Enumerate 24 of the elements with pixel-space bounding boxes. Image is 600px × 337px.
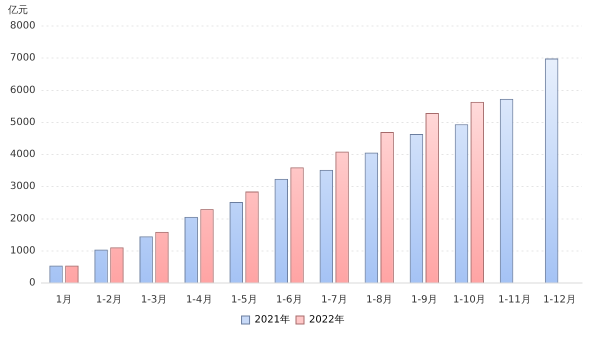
x-tick-label: 1-5月 — [230, 294, 258, 306]
y-tick-label: 6000 — [10, 84, 36, 96]
y-tick-label: 5000 — [10, 116, 36, 128]
x-tick-label: 1-12月 — [543, 294, 576, 306]
legend-label: 2022年 — [309, 314, 344, 326]
legend-label: 2021年 — [254, 314, 290, 326]
y-tick-label: 3000 — [10, 181, 36, 192]
x-tick-label: 1-9月 — [411, 294, 438, 306]
x-tick-label: 1-10月 — [453, 294, 486, 306]
x-tick-label: 1-2月 — [96, 294, 122, 306]
y-tick-label: 7000 — [10, 52, 36, 64]
y-tick-label: 1000 — [10, 245, 36, 256]
y-tick-label: 2000 — [10, 213, 36, 224]
x-tick-label: 1-11月 — [498, 294, 531, 306]
x-tick-label: 1-4月 — [186, 294, 212, 306]
y-tick-label: 4000 — [10, 149, 36, 160]
y-axis-title: 亿元 — [8, 4, 28, 17]
y-tick-label: 8000 — [10, 20, 36, 32]
x-tick-label: 1月 — [56, 294, 72, 306]
x-tick-label: 1-7月 — [321, 294, 348, 306]
y-tick-label: 0 — [29, 278, 36, 289]
x-tick-label: 1-8月 — [366, 294, 392, 306]
x-tick-label: 1-3月 — [140, 294, 168, 306]
x-tick-label: 1-6月 — [276, 294, 302, 306]
